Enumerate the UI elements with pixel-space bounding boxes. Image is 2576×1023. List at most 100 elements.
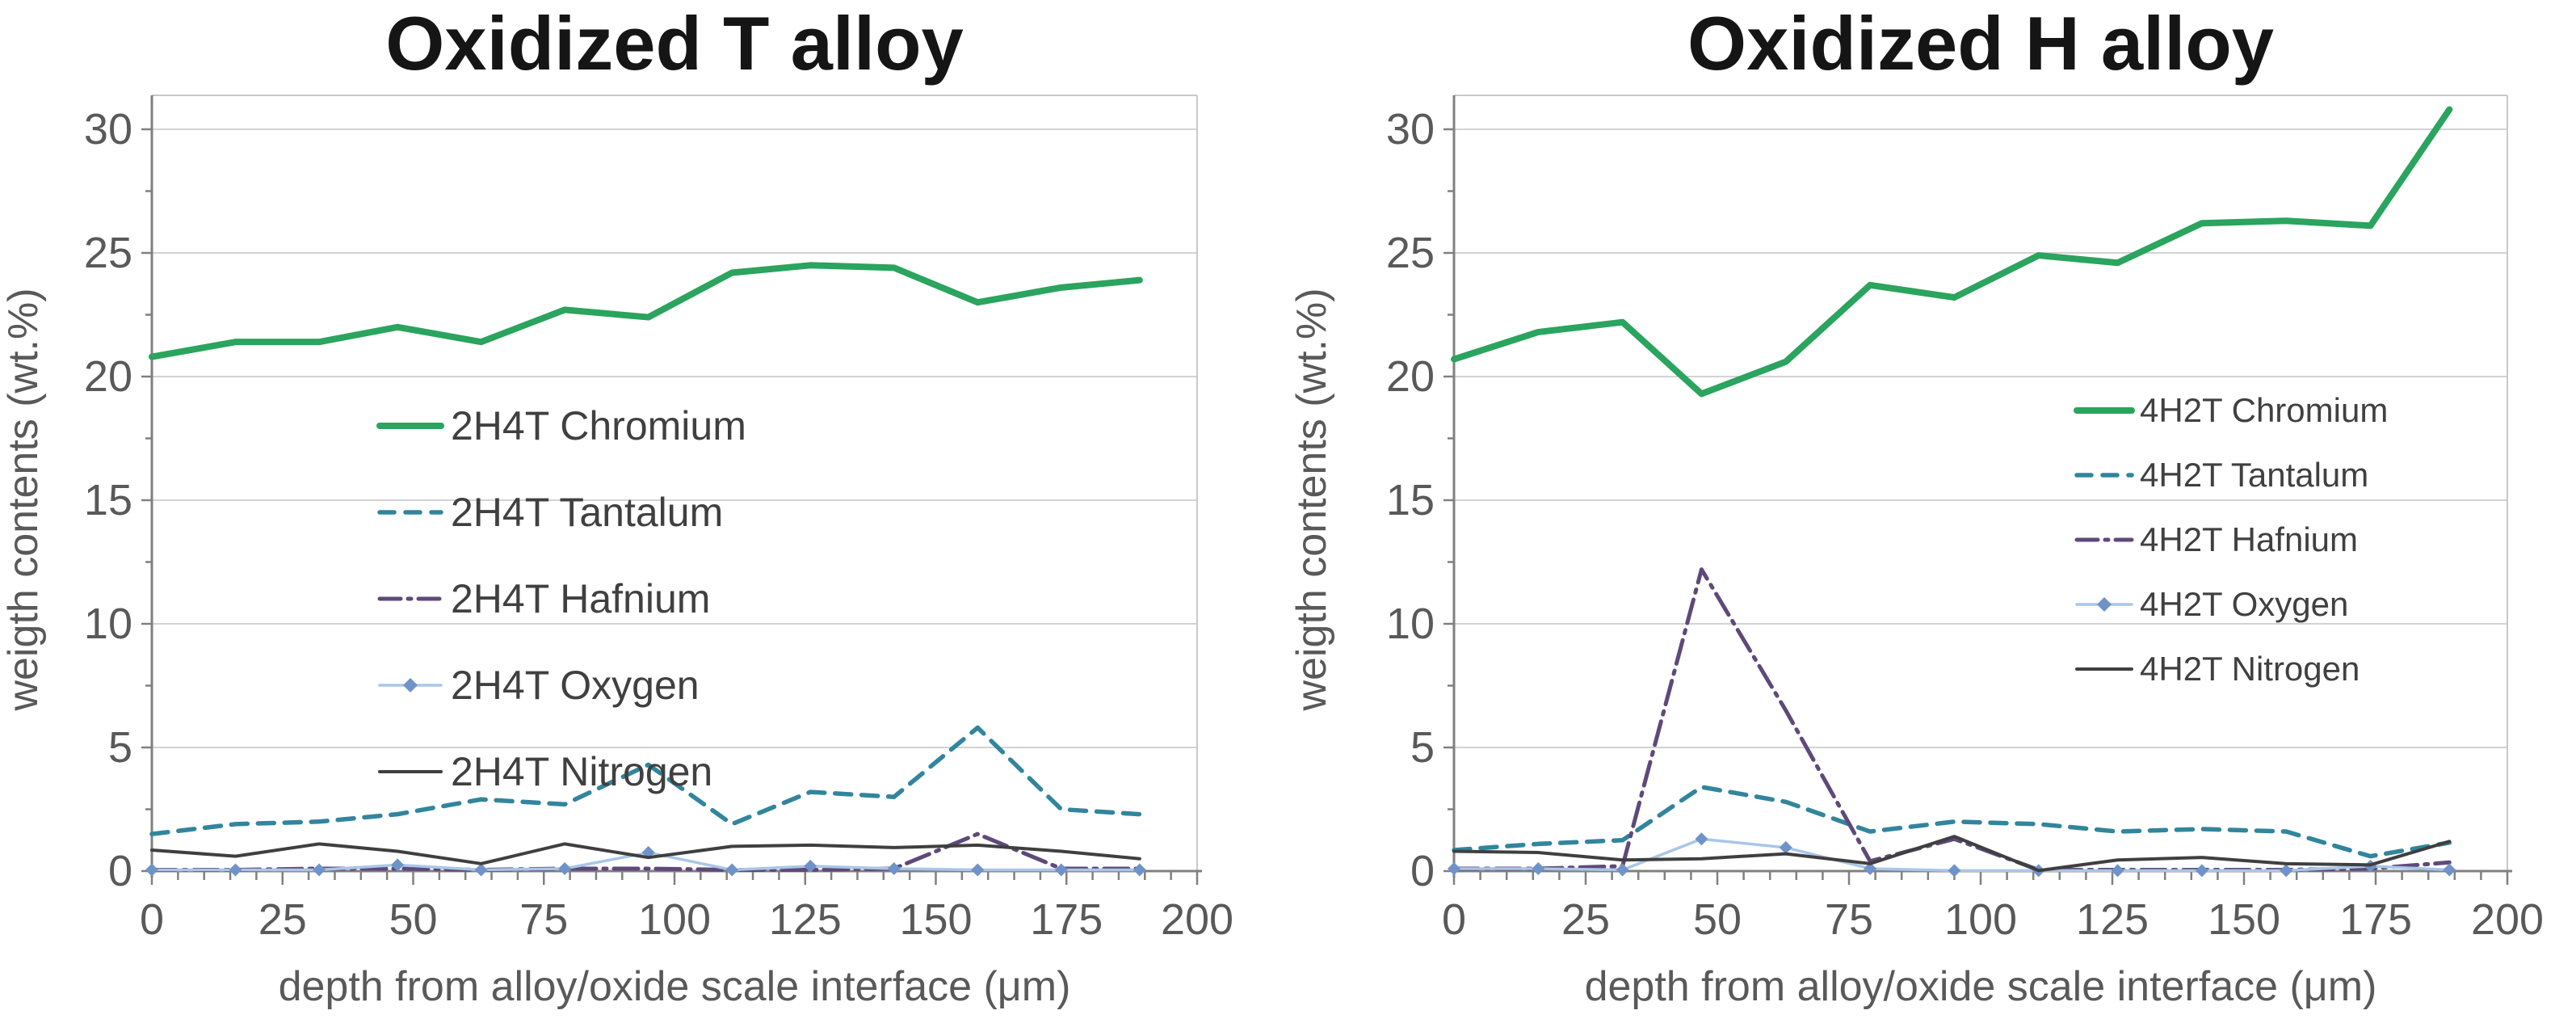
oxygen-data-marker xyxy=(2443,863,2456,877)
svg-text:75: 75 xyxy=(1825,895,1873,944)
svg-text:25: 25 xyxy=(258,895,307,944)
svg-text:175: 175 xyxy=(1030,895,1103,944)
oxygen-data-marker xyxy=(558,861,572,875)
legend-label: 2H4T Oxygen xyxy=(451,663,700,708)
oxygen-data-marker xyxy=(2111,864,2124,878)
legend-item-nitrogen: 2H4T Nitrogen xyxy=(378,749,712,794)
y-axis-title: weigth contents (wt.%) xyxy=(0,288,47,711)
y-gridlines xyxy=(1454,128,2507,748)
oxygen-data-marker xyxy=(725,863,739,877)
oxygen-icon xyxy=(2097,597,2112,612)
svg-text:15: 15 xyxy=(1386,476,1435,524)
svg-text:10: 10 xyxy=(84,600,132,648)
oxygen-data-marker xyxy=(1695,832,1708,846)
legend-item-chromium: 4H2T Chromium xyxy=(2074,391,2388,429)
oxygen-data-marker xyxy=(2195,864,2208,878)
svg-text:0: 0 xyxy=(1410,847,1435,895)
y-gridlines xyxy=(152,128,1197,748)
series-nitrogen xyxy=(150,842,1141,865)
chart-oxidized-h-alloy: 0 5 10 15 20 25 30 0 25 50 75 100 125 150 175 200 depth … xyxy=(1288,0,2576,1023)
plot-border xyxy=(152,95,1198,871)
legend-label: 2H4T Hafnium xyxy=(451,576,710,621)
oxygen-data-marker xyxy=(1448,861,1460,875)
legend-label: 4H2T Hafnium xyxy=(2140,520,2358,558)
oxygen-data-marker xyxy=(1532,861,1545,875)
svg-text:30: 30 xyxy=(1386,105,1435,154)
svg-text:200: 200 xyxy=(2471,895,2544,944)
chart-canvas: 0 5 10 15 20 25 30 0 25 50 75 100 125 150 175 200 depth … xyxy=(0,1,1233,1010)
svg-text:10: 10 xyxy=(1386,600,1435,648)
legend-label: 2H4T Nitrogen xyxy=(451,749,712,794)
legend-label: 4H2T Nitrogen xyxy=(2140,650,2360,688)
legend-label: 2H4T Tantalum xyxy=(451,490,723,535)
oxygen-data-marker xyxy=(887,861,901,875)
svg-text:15: 15 xyxy=(84,476,132,524)
svg-text:200: 200 xyxy=(1161,895,1233,944)
legend: 4H2T Chromium 4H2T Tantalum 4H2T Hafnium 4H… xyxy=(2074,391,2388,688)
svg-text:25: 25 xyxy=(1386,229,1435,277)
oxygen-data-marker xyxy=(391,858,405,872)
legend-label: 4H2T Tantalum xyxy=(2140,456,2368,494)
oxygen-data-marker xyxy=(1864,861,1877,875)
legend-label: 4H2T Oxygen xyxy=(2140,585,2348,623)
oxygen-data-marker xyxy=(1133,863,1146,877)
tick-labels: 0 5 10 15 20 25 30 0 25 50 75 100 125 150 175 200 xyxy=(1386,105,2544,944)
x-axis-title: depth from alloy/oxide scale interface (… xyxy=(1585,963,2377,1010)
svg-text:20: 20 xyxy=(84,352,132,401)
oxygen-icon xyxy=(403,678,418,693)
oxygen-data-marker xyxy=(229,863,242,877)
series-chromium xyxy=(1451,106,2453,398)
svg-text:125: 125 xyxy=(769,895,842,944)
series-tantalum xyxy=(1452,785,2452,859)
svg-text:0: 0 xyxy=(108,847,132,895)
x-axis-title: depth from alloy/oxide scale interface (… xyxy=(279,963,1071,1010)
legend-item-oxygen: 2H4T Oxygen xyxy=(378,663,700,708)
series-oxygen xyxy=(1448,832,2456,878)
svg-text:175: 175 xyxy=(2339,895,2412,944)
legend-label: 4H2T Chromium xyxy=(2140,391,2388,429)
svg-text:0: 0 xyxy=(1442,895,1466,944)
series-chromium xyxy=(149,262,1143,360)
oxygen-data-marker xyxy=(804,859,817,873)
oxygen-data-marker xyxy=(1054,863,1068,877)
legend-item-oxygen: 4H2T Oxygen xyxy=(2075,585,2348,623)
oxygen-data-marker xyxy=(971,863,985,877)
oxygen-data-marker xyxy=(145,863,158,877)
svg-text:150: 150 xyxy=(899,895,972,944)
svg-text:50: 50 xyxy=(389,895,437,944)
tick-labels: 0 5 10 15 20 25 30 0 25 50 75 100 125 150 175 200 xyxy=(84,105,1233,944)
oxygen-data-marker xyxy=(2280,864,2293,878)
chart-title: Oxidized T alloy xyxy=(385,1,964,86)
oxygen-data-marker xyxy=(1779,840,1792,854)
svg-text:150: 150 xyxy=(2208,895,2280,944)
legend: 2H4T Chromium 2H4T Tantalum 2H4T Hafnium 2H… xyxy=(376,403,746,794)
legend-item-hafnium: 4H2T Hafnium xyxy=(2074,520,2358,558)
legend-item-chromium: 2H4T Chromium xyxy=(376,403,746,448)
svg-text:0: 0 xyxy=(140,895,164,944)
series-nitrogen xyxy=(1452,835,2452,873)
svg-text:100: 100 xyxy=(638,895,711,944)
oxygen-data-marker xyxy=(313,863,326,877)
plot-border xyxy=(1454,95,2508,871)
svg-text:25: 25 xyxy=(1561,895,1610,944)
y-axis-title: weigth contents (wt.%) xyxy=(1288,288,1335,711)
series-oxygen xyxy=(145,846,1146,877)
legend-item-tantalum: 4H2T Tantalum xyxy=(2074,456,2368,494)
legend-label: 2H4T Chromium xyxy=(451,403,746,448)
svg-text:50: 50 xyxy=(1693,895,1742,944)
chart-canvas: 0 5 10 15 20 25 30 0 25 50 75 100 125 150 175 200 depth … xyxy=(1288,1,2544,1010)
oxygen-data-marker xyxy=(474,863,488,877)
svg-text:125: 125 xyxy=(2076,895,2149,944)
legend-item-nitrogen: 4H2T Nitrogen xyxy=(2075,650,2360,688)
svg-text:5: 5 xyxy=(108,723,132,772)
svg-text:30: 30 xyxy=(84,105,132,154)
svg-text:25: 25 xyxy=(84,229,132,277)
legend-item-hafnium: 2H4T Hafnium xyxy=(377,576,710,621)
series-tantalum xyxy=(149,725,1142,836)
legend-item-tantalum: 2H4T Tantalum xyxy=(377,490,723,535)
oxygen-data-marker xyxy=(1616,863,1629,877)
series-lines xyxy=(145,262,1146,877)
svg-text:5: 5 xyxy=(1410,723,1435,772)
chart-title: Oxidized H alloy xyxy=(1687,1,2274,86)
